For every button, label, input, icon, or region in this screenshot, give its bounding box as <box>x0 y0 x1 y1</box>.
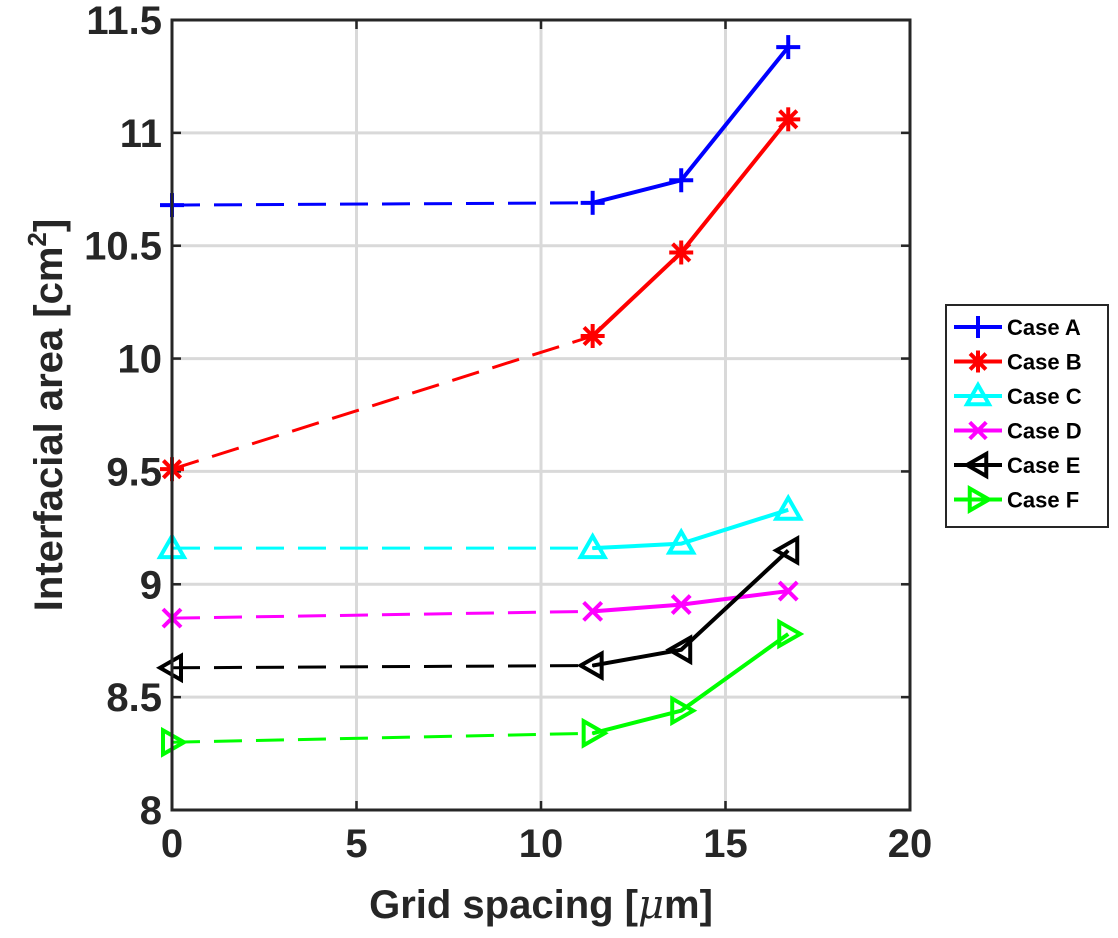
series-case-e <box>155 534 800 684</box>
y-tick-label: 8 <box>140 789 162 833</box>
data-point <box>669 168 694 193</box>
data-point <box>670 594 692 616</box>
data-point <box>777 580 799 602</box>
series-extrapolation-line <box>171 731 593 744</box>
legend: Case A Case B Case C Case D Case E Case F <box>945 304 1109 528</box>
data-point <box>576 650 604 681</box>
data-point <box>582 600 604 622</box>
series-extrapolation-line <box>171 609 593 620</box>
legend-entry: Case A <box>954 315 1081 340</box>
x-tick-label: 10 <box>519 822 564 866</box>
legend-label: Case D <box>1007 419 1082 444</box>
data-point <box>777 618 805 650</box>
legend-label: Case B <box>1007 350 1082 375</box>
legend-entry: Case E <box>954 450 1080 480</box>
series-line <box>592 632 790 736</box>
data-point <box>580 190 605 215</box>
series-group <box>155 35 805 758</box>
data-point <box>772 493 804 521</box>
data-point <box>772 534 800 566</box>
legend-marker <box>967 350 989 373</box>
y-tick-label: 10 <box>118 338 163 382</box>
data-point <box>665 634 693 666</box>
data-point <box>670 695 698 727</box>
legend-label: Case F <box>1007 488 1079 513</box>
legend-label: Case E <box>1007 453 1080 478</box>
y-tick-label: 10.5 <box>84 225 162 269</box>
y-axis-label: Interfacial area [cm2] <box>22 219 71 611</box>
series-extrapolation-line <box>171 664 593 670</box>
x-tick-label: 0 <box>161 822 183 866</box>
y-tick-label: 8.5 <box>106 676 162 720</box>
series-extrapolation-line <box>171 334 594 471</box>
series-line <box>592 548 790 668</box>
legend-label: Case A <box>1007 315 1081 340</box>
y-tick-label: 9 <box>140 563 162 607</box>
legend-label: Case C <box>1007 384 1082 409</box>
legend-marker <box>963 380 993 407</box>
data-point <box>776 35 801 60</box>
legend-marker <box>968 420 988 441</box>
series-case-f <box>161 618 805 758</box>
x-tick-label: 20 <box>888 822 933 866</box>
legend-marker <box>962 450 989 480</box>
y-axis-ticks: 8 8.5 9 9.5 10 10.5 11 11.5 <box>84 0 910 833</box>
y-tick-label: 11.5 <box>86 0 162 43</box>
x-tick-label: 15 <box>703 822 748 866</box>
y-axis-label-sup: 2 <box>22 232 52 246</box>
data-point <box>776 107 801 132</box>
legend-marker <box>967 316 989 338</box>
y-tick-label: 11 <box>120 112 162 156</box>
data-point <box>665 527 697 555</box>
series-line <box>592 507 789 551</box>
legend-marker <box>967 485 994 514</box>
data-point <box>581 717 609 749</box>
x-axis-ticks: 0 5 10 15 20 <box>161 20 932 866</box>
legend-entry: Case D <box>954 419 1082 444</box>
series-case-b <box>160 107 801 482</box>
legend-entry: Case B <box>954 350 1082 375</box>
y-tick-label: 9.5 <box>106 450 162 494</box>
series-case-d <box>161 580 799 629</box>
series-case-c <box>156 493 804 560</box>
series-extrapolation-line <box>171 201 593 207</box>
grid-lines <box>170 18 912 812</box>
x-axis-label-mu: μ <box>638 882 664 928</box>
data-point <box>577 532 609 560</box>
plot-frame <box>170 18 912 812</box>
x-axis-label: Grid spacing [μm] <box>369 882 713 928</box>
x-tick-label: 5 <box>345 822 367 866</box>
data-point <box>580 324 605 348</box>
legend-entry: Case C <box>954 380 1082 409</box>
data-point <box>669 240 694 265</box>
legend-entry: Case F <box>954 485 1079 514</box>
